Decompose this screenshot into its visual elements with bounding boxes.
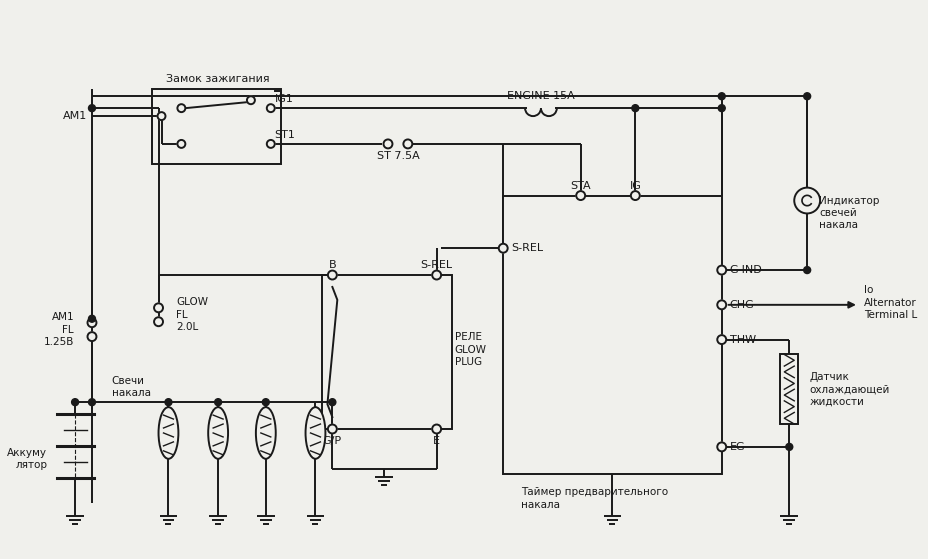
Circle shape xyxy=(785,443,792,451)
Circle shape xyxy=(403,139,412,148)
Text: STA: STA xyxy=(570,181,590,191)
Circle shape xyxy=(716,335,726,344)
Circle shape xyxy=(432,424,441,433)
Text: S-REL: S-REL xyxy=(420,260,452,270)
Circle shape xyxy=(717,105,725,112)
Circle shape xyxy=(88,315,96,322)
Text: AM1: AM1 xyxy=(63,111,87,121)
Circle shape xyxy=(71,399,79,406)
Text: S-REL: S-REL xyxy=(510,243,543,253)
Text: AM1
FL
1.25B: AM1 FL 1.25B xyxy=(44,312,74,347)
Circle shape xyxy=(716,442,726,451)
Circle shape xyxy=(177,104,186,112)
Circle shape xyxy=(328,424,337,433)
Text: CHG: CHG xyxy=(728,300,754,310)
Circle shape xyxy=(631,105,638,112)
Circle shape xyxy=(87,318,97,327)
Ellipse shape xyxy=(208,407,227,459)
Circle shape xyxy=(154,318,162,326)
Circle shape xyxy=(432,271,441,280)
Text: ENGINE 15A: ENGINE 15A xyxy=(507,91,574,101)
Circle shape xyxy=(247,96,254,104)
Text: Замок зажигания: Замок зажигания xyxy=(166,74,270,84)
Circle shape xyxy=(158,112,165,120)
Circle shape xyxy=(793,188,819,214)
Circle shape xyxy=(717,93,725,100)
Bar xyxy=(780,354,797,424)
Text: РЕЛЕ
GLOW
PLUG: РЕЛЕ GLOW PLUG xyxy=(454,332,486,367)
Text: E: E xyxy=(432,436,440,446)
Circle shape xyxy=(630,191,639,200)
Circle shape xyxy=(266,140,275,148)
Circle shape xyxy=(88,399,96,406)
Ellipse shape xyxy=(305,407,325,459)
Text: GLOW
FL
2.0L: GLOW FL 2.0L xyxy=(176,297,208,332)
Text: B: B xyxy=(329,260,336,270)
Circle shape xyxy=(165,399,172,406)
Text: Аккуму
лятор: Аккуму лятор xyxy=(7,448,47,470)
Text: IG1: IG1 xyxy=(275,94,293,104)
Circle shape xyxy=(716,300,726,309)
Circle shape xyxy=(803,267,810,273)
Ellipse shape xyxy=(255,407,276,459)
Text: lo
Alternator
Terminal L: lo Alternator Terminal L xyxy=(863,286,916,320)
Circle shape xyxy=(88,105,96,112)
Text: Свечи
накала: Свечи накала xyxy=(111,376,150,399)
Text: G/P: G/P xyxy=(322,436,342,446)
Text: G-IND: G-IND xyxy=(728,265,762,275)
Text: IG: IG xyxy=(628,181,640,191)
Circle shape xyxy=(177,140,186,148)
Bar xyxy=(151,89,280,164)
Bar xyxy=(322,275,451,429)
Bar xyxy=(503,196,721,473)
Circle shape xyxy=(214,399,222,406)
Text: ST1: ST1 xyxy=(275,130,295,140)
Ellipse shape xyxy=(159,407,178,459)
Text: EG: EG xyxy=(728,442,744,452)
Circle shape xyxy=(262,399,269,406)
Circle shape xyxy=(154,304,162,312)
Circle shape xyxy=(266,104,275,112)
Text: Таймер предварительного
накала: Таймер предварительного накала xyxy=(521,487,667,510)
Text: THW: THW xyxy=(728,335,755,344)
Text: Индикатор
свечей
накала: Индикатор свечей накала xyxy=(818,196,879,230)
Circle shape xyxy=(87,332,97,341)
Circle shape xyxy=(575,191,585,200)
Circle shape xyxy=(329,399,336,406)
Circle shape xyxy=(498,244,507,253)
Circle shape xyxy=(383,139,392,148)
Circle shape xyxy=(328,271,337,280)
Text: Датчик
охлаждающей
жидкости: Датчик охлаждающей жидкости xyxy=(808,372,889,407)
Circle shape xyxy=(716,266,726,274)
Text: ST 7.5A: ST 7.5A xyxy=(376,151,419,161)
Circle shape xyxy=(803,93,810,100)
